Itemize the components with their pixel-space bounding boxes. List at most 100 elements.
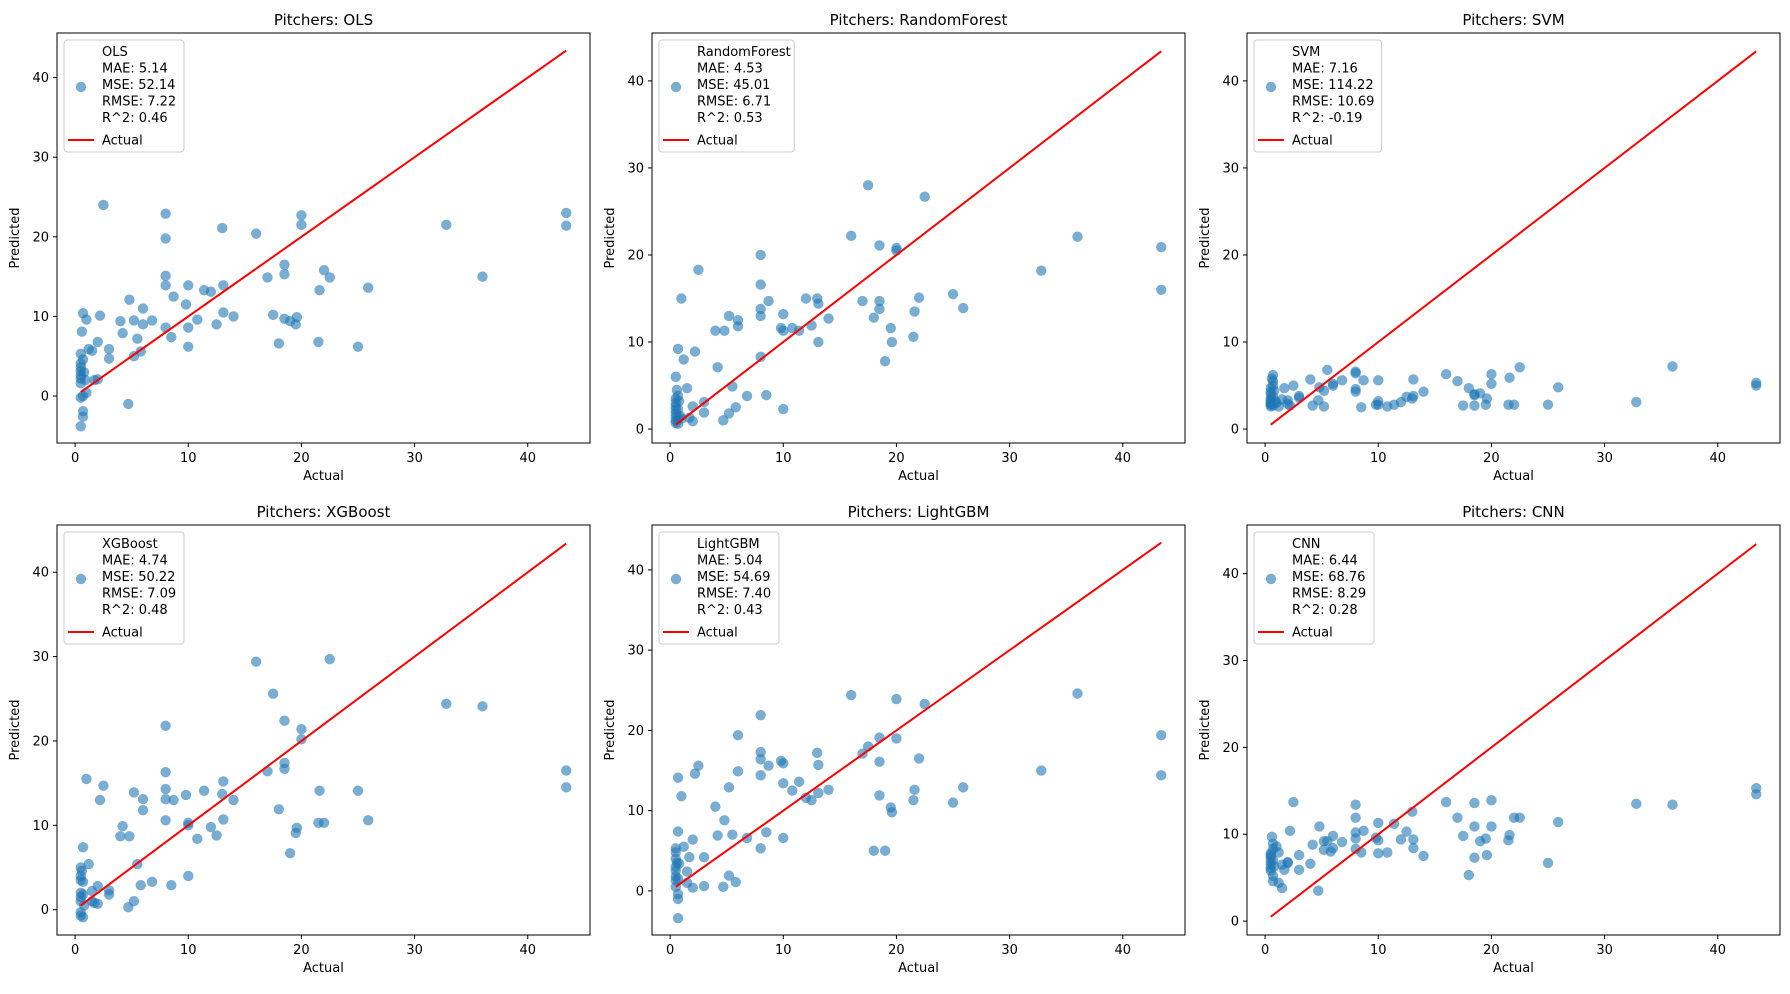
data-point <box>318 265 330 276</box>
data-point <box>732 730 744 741</box>
data-point <box>1480 833 1491 844</box>
data-point <box>352 341 364 352</box>
y-tick-label: 40 <box>627 563 644 578</box>
x-tick-label: 10 <box>180 451 197 466</box>
data-point <box>477 701 488 712</box>
y-tick-label: 10 <box>32 819 49 834</box>
data-point <box>352 785 364 796</box>
x-tick-label: 40 <box>1114 943 1131 958</box>
y-axis-label: Predicted <box>603 207 618 268</box>
data-point <box>1469 852 1480 863</box>
data-point <box>687 834 698 845</box>
data-point <box>891 693 902 705</box>
y-axis-label: Predicted <box>1198 207 1213 268</box>
data-point <box>857 295 868 307</box>
data-point <box>1418 850 1429 862</box>
chart-title: Pitchers: RandomForest <box>830 11 1008 29</box>
data-point <box>1156 730 1167 741</box>
data-point <box>723 782 735 793</box>
data-point <box>778 778 789 789</box>
data-point <box>698 880 710 892</box>
data-point <box>793 776 805 787</box>
data-point <box>755 279 766 290</box>
y-axis-label: Predicted <box>1198 699 1213 760</box>
data-point <box>718 415 729 426</box>
y-axis-label: Predicted <box>603 699 618 760</box>
data-point <box>313 336 324 348</box>
data-point <box>192 833 203 845</box>
data-point <box>86 345 98 356</box>
data-point <box>755 310 766 322</box>
actual-line <box>1270 50 1757 426</box>
data-point <box>732 321 744 332</box>
data-point <box>957 782 969 793</box>
data-point <box>279 763 290 775</box>
data-point <box>267 688 279 699</box>
data-point <box>868 312 880 323</box>
data-point <box>1504 829 1515 841</box>
y-tick-label: 30 <box>1222 161 1239 176</box>
data-point <box>1552 816 1564 828</box>
data-point <box>1350 368 1361 379</box>
legend-label-metric: MSE: 68.76 <box>1292 570 1365 585</box>
data-point <box>684 851 695 863</box>
data-point <box>891 733 902 744</box>
data-point <box>1288 796 1299 808</box>
axes-frame <box>56 32 591 444</box>
legend-label-metric: MSE: 54.69 <box>697 570 770 585</box>
legend-marker-scatter <box>75 573 87 585</box>
plot-area <box>75 542 572 923</box>
data-point <box>318 817 330 828</box>
data-point <box>1395 834 1407 845</box>
data-point <box>217 788 228 800</box>
data-point <box>689 346 701 357</box>
data-point <box>1667 361 1678 372</box>
x-tick-label: 0 <box>1261 451 1269 466</box>
data-point <box>672 343 684 355</box>
data-point <box>1327 830 1339 842</box>
data-point <box>168 291 179 302</box>
data-point <box>673 858 685 869</box>
x-tick-label: 20 <box>293 451 310 466</box>
data-point <box>1452 812 1463 823</box>
data-point <box>1457 830 1469 842</box>
data-point <box>812 747 823 759</box>
data-point <box>117 327 128 339</box>
data-point <box>137 804 149 816</box>
y-tick-label: 30 <box>1222 654 1239 669</box>
data-point <box>879 845 891 856</box>
data-point <box>228 794 239 806</box>
data-point <box>228 311 239 322</box>
data-point <box>1156 241 1167 253</box>
data-point <box>919 698 930 710</box>
data-point <box>1401 826 1412 837</box>
data-point <box>124 294 135 305</box>
data-point <box>218 814 229 825</box>
data-point <box>1336 375 1348 386</box>
x-tick-label: 20 <box>1483 943 1500 958</box>
data-point <box>1293 849 1305 861</box>
data-point <box>1486 821 1497 832</box>
legend-label-metric: RMSE: 6.71 <box>697 95 771 110</box>
y-tick-label: 20 <box>1222 741 1239 756</box>
axes-frame <box>1246 524 1781 936</box>
data-point <box>672 826 684 837</box>
data-point <box>477 271 488 282</box>
data-point <box>1408 834 1419 845</box>
legend-box <box>63 39 185 153</box>
actual-line <box>80 542 567 907</box>
data-point <box>947 288 959 300</box>
data-point <box>1350 812 1361 823</box>
data-point <box>146 315 158 326</box>
actual-line <box>80 49 567 393</box>
y-axis-label: Predicted <box>8 699 23 760</box>
data-point <box>1072 688 1083 699</box>
data-point <box>719 815 730 826</box>
y-tick-label: 0 <box>636 423 644 438</box>
data-point <box>1358 375 1369 386</box>
plot-area <box>670 541 1167 924</box>
data-point <box>885 322 896 334</box>
data-point <box>160 815 171 826</box>
data-point <box>250 228 262 239</box>
